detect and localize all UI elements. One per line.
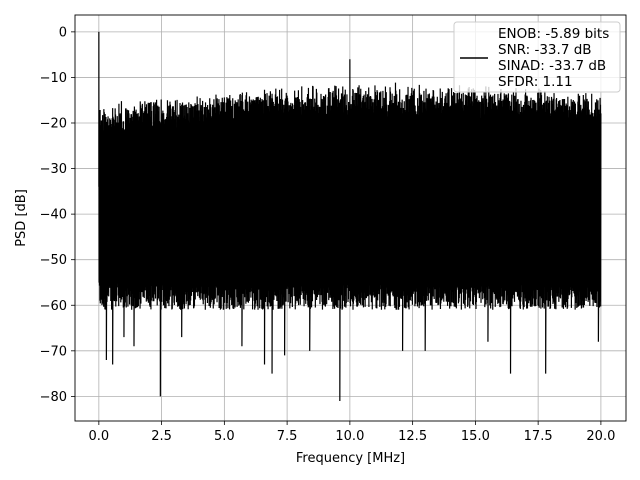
y-tick-label: −70 [40, 344, 67, 359]
x-tick-label: 2.5 [151, 429, 172, 444]
y-axis-label: PSD [dB] [14, 189, 29, 247]
psd-series-line [98, 31, 602, 401]
plot-area [98, 31, 602, 401]
legend: ENOB: -5.89 bits SNR: -33.7 dB SINAD: -3… [453, 21, 621, 93]
legend-enob: ENOB: -5.89 bits [498, 26, 609, 42]
x-tick-label: 7.5 [277, 429, 298, 444]
x-axis-ticks: 0.0 2.5 5.0 7.5 10.0 12.5 15.0 17.5 20.0 [89, 421, 615, 444]
y-tick-label: −80 [40, 390, 67, 405]
y-axis-ticks: 0 −10 −20 −30 −40 −50 −60 −70 −80 [40, 25, 75, 405]
x-tick-label: 17.5 [524, 429, 553, 444]
y-tick-label: −30 [40, 162, 67, 177]
y-tick-label: −10 [40, 71, 67, 86]
x-tick-label: 5.0 [214, 429, 235, 444]
legend-snr: SNR: -33.7 dB [498, 42, 592, 58]
y-tick-label: −50 [40, 253, 67, 268]
plot-frame [74, 14, 627, 422]
legend-sfdr: SFDR: 1.11 [498, 74, 573, 90]
x-axis-label: Frequency [MHz] [296, 451, 405, 466]
x-tick-label: 20.0 [586, 429, 615, 444]
x-tick-label: 0.0 [89, 429, 110, 444]
x-tick-label: 10.0 [335, 429, 364, 444]
legend-box [453, 21, 621, 93]
y-tick-label: −40 [40, 208, 67, 223]
legend-sinad: SINAD: -33.7 dB [498, 58, 606, 74]
x-tick-label: 12.5 [398, 429, 427, 444]
y-tick-label: −20 [40, 116, 67, 131]
y-tick-label: −60 [40, 299, 67, 314]
x-tick-label: 15.0 [461, 429, 490, 444]
y-tick-label: 0 [59, 25, 67, 40]
